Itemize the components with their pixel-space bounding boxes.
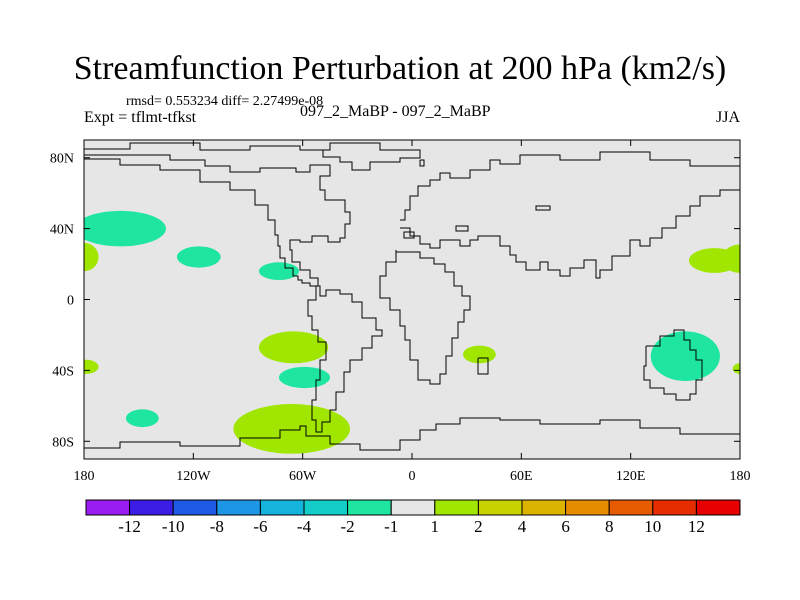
colorbar-label-6: -1: [384, 517, 398, 536]
coastline-north-america: [84, 154, 351, 287]
colorbar-segment-7: [390, 499, 436, 516]
coastline-madagascar: [477, 357, 489, 375]
anomaly-region-9: [125, 409, 159, 428]
anomaly-layer: [84, 210, 740, 454]
colorbar-segment-14: [695, 499, 741, 516]
colorbar-label-3: -6: [253, 517, 267, 536]
anomaly-region-11: [650, 331, 720, 382]
y-tick-label-2: 0: [67, 294, 74, 309]
colorbar-segment-12: [608, 499, 654, 516]
colorbar-label-12: 10: [644, 517, 661, 536]
colorbar-label-10: 6: [561, 517, 570, 536]
anomaly-region-14: [732, 363, 740, 374]
coastline-antarctica: [84, 417, 740, 451]
colorbar-segment-5: [303, 499, 349, 516]
x-tick-label-3: 0: [409, 469, 416, 484]
x-tick-label-1: 120W: [176, 469, 211, 484]
anomaly-region-6: [233, 404, 351, 454]
anomaly-region-5: [278, 366, 330, 389]
colorbar-label-8: 2: [474, 517, 483, 536]
anomaly-region-3: [258, 262, 300, 281]
colorbar-label-7: 1: [431, 517, 440, 536]
coastline-layer: [84, 142, 740, 451]
x-tick-label-5: 120E: [616, 469, 646, 484]
anomaly-region-7: [84, 242, 99, 272]
y-axis: 80N 40N 0 40S 80S: [50, 152, 740, 450]
colorbar-segment-4: [259, 499, 305, 516]
coastline-africa: [379, 250, 471, 385]
y-tick-label-0: 80N: [50, 152, 74, 167]
colorbar-segment-8: [434, 499, 479, 516]
coastline-greenland: [419, 159, 425, 167]
colorbar-label-9: 4: [518, 517, 527, 536]
x-tick-label-6: 180: [730, 469, 751, 484]
colorbar-label-5: -2: [341, 517, 355, 536]
colorbar-segment-3: [216, 499, 261, 516]
season-label: JJA: [716, 109, 741, 126]
colorbar-segment-9: [477, 499, 523, 516]
y-tick-label-4: 80S: [52, 435, 74, 450]
coastline-australia: [643, 329, 703, 401]
colorbar-label-4: -4: [297, 517, 312, 536]
x-tick-label-0: 180: [74, 469, 95, 484]
plot-background: [84, 140, 740, 459]
y-tick-label-1: 40N: [50, 223, 74, 238]
colorbar-segment-1: [129, 499, 174, 516]
colorbar-label-2: -8: [210, 517, 224, 536]
x-axis: 180 120W 60W 0 60E 120E 180: [74, 140, 751, 484]
colorbar-label-11: 8: [605, 517, 614, 536]
coastline-islands: [403, 205, 551, 239]
colorbar-segment-0: [85, 499, 131, 516]
anomaly-region-2: [176, 246, 221, 268]
anomaly-region-1: [84, 210, 166, 247]
anomaly-region-4: [258, 331, 329, 364]
coastline-eurasia: [400, 151, 740, 279]
colorbar-segment-6: [347, 499, 392, 516]
chart-title: Streamfunction Perturbation at 200 hPa (…: [73, 50, 727, 87]
colorbar-label-0: -12: [118, 517, 141, 536]
rmsd-diff-label: rmsd= 0.553234 diff= 2.27499e-08: [126, 94, 324, 109]
coastline-arctic-north-america: [84, 142, 421, 171]
colorbar-segment-11: [565, 499, 610, 516]
colorbar-segment-10: [521, 499, 567, 516]
anomaly-region-8: [84, 359, 99, 374]
colorbar: -12 -10 -8 -6 -4 -2 -1 1 2 4 6 8 10 12: [85, 499, 741, 536]
case-label: 097_2_MaBP - 097_2_MaBP: [300, 103, 491, 120]
colorbar-segment-13: [652, 499, 697, 516]
anomaly-region-10: [463, 345, 496, 364]
anomaly-region-13: [721, 244, 740, 273]
x-tick-label-2: 60W: [289, 469, 317, 484]
coastline-south-america: [307, 285, 383, 433]
colorbar-label-13: 12: [688, 517, 705, 536]
y-tick-label-3: 40S: [52, 364, 74, 379]
colorbar-segment-2: [172, 499, 218, 516]
x-tick-label-4: 60E: [510, 469, 533, 484]
experiment-label: Expt = tflmt-tfkst: [84, 109, 197, 126]
colorbar-label-1: -10: [162, 517, 185, 536]
